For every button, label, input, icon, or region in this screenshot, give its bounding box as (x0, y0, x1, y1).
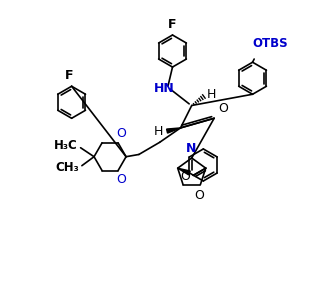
Text: F: F (168, 18, 177, 31)
Text: O: O (116, 173, 126, 186)
Text: H: H (207, 88, 216, 101)
Text: OTBS: OTBS (252, 37, 288, 50)
Text: O: O (180, 170, 190, 183)
Text: F: F (65, 70, 73, 82)
Text: O: O (194, 189, 204, 202)
Text: O: O (218, 102, 228, 115)
Text: CH₃: CH₃ (55, 162, 79, 174)
Text: N: N (186, 142, 196, 155)
Text: H₃C: H₃C (54, 139, 77, 152)
Text: HN: HN (154, 82, 174, 95)
Text: H: H (154, 125, 163, 138)
Polygon shape (166, 128, 181, 133)
Text: O: O (116, 127, 126, 140)
Polygon shape (178, 168, 190, 175)
